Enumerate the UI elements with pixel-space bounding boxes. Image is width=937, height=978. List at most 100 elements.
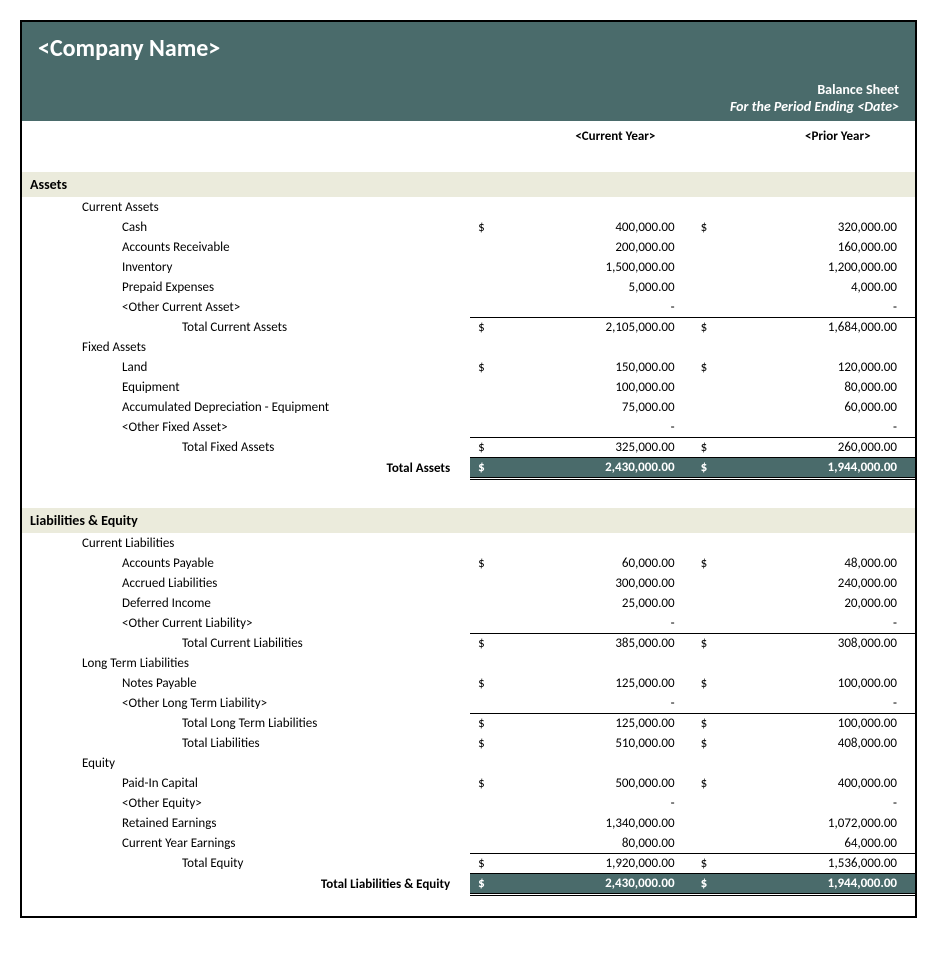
currency-symbol: $	[693, 713, 761, 733]
currency-symbol: $	[470, 357, 538, 377]
currency-symbol	[470, 573, 538, 593]
amount-current: 300,000.00	[538, 573, 692, 593]
currency-symbol	[470, 593, 538, 613]
subtotal-prior: 260,000.00	[761, 437, 915, 457]
currency-symbol: $	[693, 853, 761, 873]
currency-symbol	[470, 257, 538, 277]
currency-symbol: $	[693, 553, 761, 573]
amount-current: -	[538, 793, 692, 813]
balance-sheet: <Company Name> Balance Sheet For the Per…	[20, 20, 917, 918]
line-item-label: Land	[22, 357, 470, 377]
amount-prior: 48,000.00	[761, 553, 915, 573]
currency-symbol: $	[470, 773, 538, 793]
line-item-label: Cash	[22, 217, 470, 237]
subtotal-prior: 408,000.00	[761, 733, 915, 753]
amount-current: 75,000.00	[538, 397, 692, 417]
amount-current: 1,500,000.00	[538, 257, 692, 277]
line-item-label: Current Year Earnings	[22, 833, 470, 853]
subtotal-prior: 1,684,000.00	[761, 317, 915, 337]
grand-total-current: 2,430,000.00	[538, 873, 692, 894]
amount-prior: 4,000.00	[761, 277, 915, 297]
amount-prior: 320,000.00	[761, 217, 915, 237]
subtotal-current: 325,000.00	[538, 437, 692, 457]
line-item-label: Accounts Payable	[22, 553, 470, 573]
amount-current: 5,000.00	[538, 277, 692, 297]
amount-prior: 120,000.00	[761, 357, 915, 377]
currency-symbol	[470, 277, 538, 297]
line-item-label: Inventory	[22, 257, 470, 277]
amount-current: -	[538, 297, 692, 317]
line-item-label: <Other Equity>	[22, 793, 470, 813]
subtotal-current: 510,000.00	[538, 733, 692, 753]
balance-sheet-table: <Current Year><Prior Year>AssetsCurrent …	[22, 121, 915, 916]
line-item-label: <Other Fixed Asset>	[22, 417, 470, 437]
currency-symbol: $	[470, 673, 538, 693]
amount-prior: 60,000.00	[761, 397, 915, 417]
subtotal-current: 125,000.00	[538, 713, 692, 733]
currency-symbol: $	[470, 853, 538, 873]
column-current-year: <Current Year>	[538, 121, 692, 150]
amount-current: 125,000.00	[538, 673, 692, 693]
sheet-title: Balance Sheet	[38, 81, 899, 98]
currency-symbol	[470, 417, 538, 437]
group-name: Fixed Assets	[22, 337, 470, 357]
amount-prior: 400,000.00	[761, 773, 915, 793]
currency-symbol	[693, 793, 761, 813]
amount-current: 80,000.00	[538, 833, 692, 853]
currency-symbol	[470, 397, 538, 417]
currency-symbol	[693, 693, 761, 713]
line-item-label: Retained Earnings	[22, 813, 470, 833]
line-item-label: Notes Payable	[22, 673, 470, 693]
amount-prior: 160,000.00	[761, 237, 915, 257]
amount-prior: 240,000.00	[761, 573, 915, 593]
amount-prior: 80,000.00	[761, 377, 915, 397]
subtotal-label: Total Fixed Assets	[22, 437, 470, 457]
line-item-label: <Other Current Asset>	[22, 297, 470, 317]
grand-total-label: Total Assets	[22, 457, 470, 478]
subtotal-label: Total Long Term Liabilities	[22, 713, 470, 733]
currency-symbol: $	[693, 673, 761, 693]
currency-symbol	[693, 257, 761, 277]
amount-prior: 64,000.00	[761, 833, 915, 853]
currency-symbol: $	[693, 317, 761, 337]
amount-current: 25,000.00	[538, 593, 692, 613]
subtotal-prior: 1,536,000.00	[761, 853, 915, 873]
line-item-label: Prepaid Expenses	[22, 277, 470, 297]
subtotal-current: 2,105,000.00	[538, 317, 692, 337]
amount-prior: -	[761, 297, 915, 317]
currency-symbol	[693, 297, 761, 317]
section-title: Liabilities & Equity	[22, 508, 915, 533]
amount-prior: -	[761, 613, 915, 633]
amount-current: 150,000.00	[538, 357, 692, 377]
amount-current: 200,000.00	[538, 237, 692, 257]
group-name: Equity	[22, 753, 470, 773]
currency-symbol	[470, 833, 538, 853]
currency-symbol: $	[470, 633, 538, 653]
amount-current: -	[538, 693, 692, 713]
subtotal-label: Total Current Assets	[22, 317, 470, 337]
currency-symbol	[693, 613, 761, 633]
currency-symbol: $	[470, 873, 538, 894]
amount-current: -	[538, 613, 692, 633]
subtotal-label: Total Equity	[22, 853, 470, 873]
line-item-label: Accumulated Depreciation - Equipment	[22, 397, 470, 417]
line-item-label: Paid-In Capital	[22, 773, 470, 793]
line-item-label: Accrued Liabilities	[22, 573, 470, 593]
line-item-label: Accounts Receivable	[22, 237, 470, 257]
amount-prior: -	[761, 417, 915, 437]
group-name: Current Assets	[22, 197, 470, 217]
currency-symbol	[470, 377, 538, 397]
subtotal-prior: 100,000.00	[761, 713, 915, 733]
amount-current: 500,000.00	[538, 773, 692, 793]
currency-symbol: $	[693, 357, 761, 377]
amount-prior: 100,000.00	[761, 673, 915, 693]
currency-symbol	[470, 237, 538, 257]
currency-symbol	[693, 417, 761, 437]
currency-symbol	[693, 593, 761, 613]
currency-symbol: $	[470, 437, 538, 457]
currency-symbol	[693, 237, 761, 257]
currency-symbol: $	[693, 457, 761, 478]
currency-symbol: $	[470, 733, 538, 753]
line-item-label: <Other Long Term Liability>	[22, 693, 470, 713]
sheet-header: <Company Name> Balance Sheet For the Per…	[22, 22, 915, 121]
